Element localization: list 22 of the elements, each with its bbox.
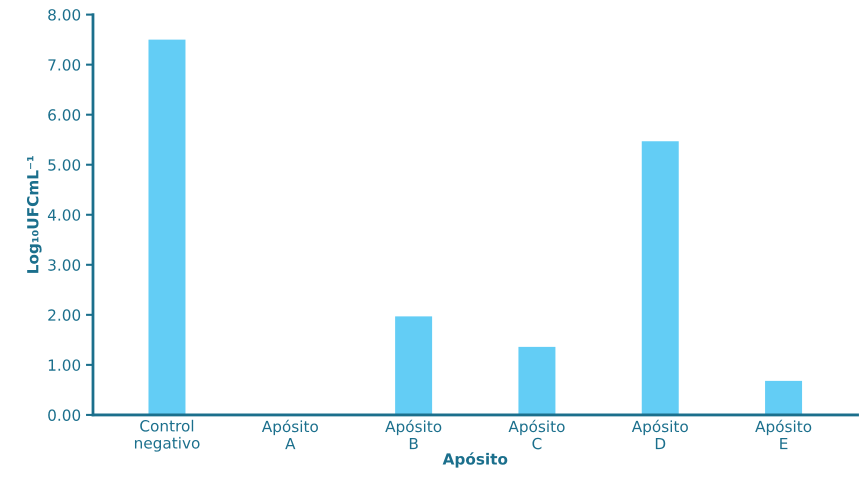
x-tick-label: Apósito E (755, 420, 812, 450)
bar (395, 316, 432, 415)
x-tick-label: Control negativo (134, 420, 200, 452)
x-axis-title: Apósito (442, 452, 508, 468)
bar (765, 380, 802, 415)
x-tick-label: Apósito B (385, 420, 442, 450)
y-tick-label: 5.00 (48, 159, 80, 171)
x-tick-label: Apósito D (632, 420, 688, 450)
y-tick-label: 3.00 (48, 259, 80, 271)
y-tick-label: 8.00 (48, 9, 80, 21)
x-tick-label: Apósito C (508, 420, 565, 450)
y-tick-label: 6.00 (48, 109, 80, 121)
bar (642, 141, 679, 415)
x-tick-label: Apósito A (262, 420, 318, 450)
y-axis-title: Log₁₀UFCmL⁻¹ (26, 156, 42, 273)
y-tick-label: 2.00 (48, 309, 80, 321)
bar (518, 346, 556, 415)
bar (148, 40, 186, 415)
y-tick-label: 7.00 (48, 59, 80, 71)
y-tick-label: 4.00 (48, 209, 80, 221)
y-tick-label: 1.00 (48, 359, 80, 371)
y-tick-label: 0.00 (48, 409, 80, 421)
